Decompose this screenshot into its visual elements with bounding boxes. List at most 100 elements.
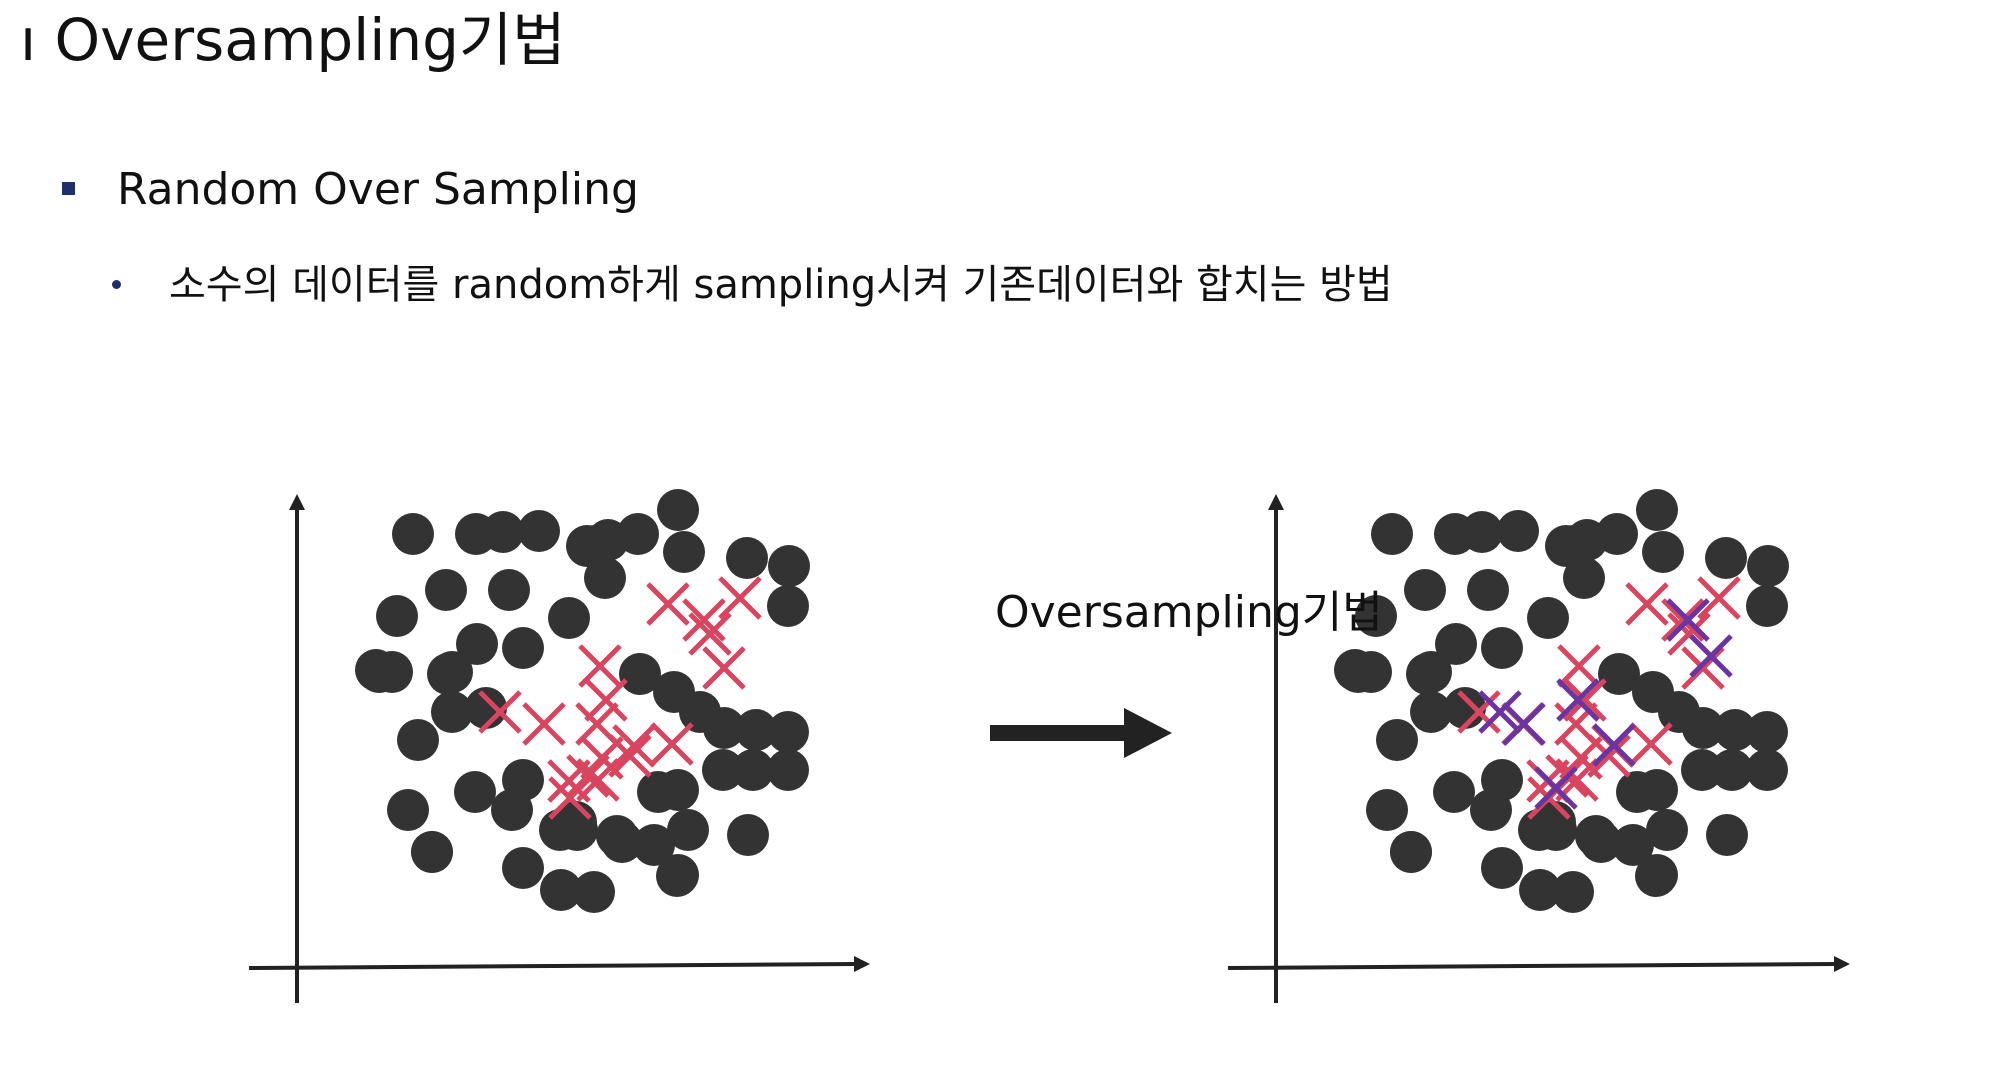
majority-point: [1433, 771, 1475, 813]
arrow-head: [1124, 708, 1172, 758]
majority-point: [540, 869, 582, 911]
majority-point: [1371, 513, 1413, 555]
x-marker: [1689, 634, 1733, 678]
majority-point: [1563, 557, 1605, 599]
majority-point: [1461, 511, 1503, 553]
majority-point: [1598, 653, 1640, 695]
x-marker: [522, 702, 566, 746]
majority-point: [767, 749, 809, 791]
x-marker: [702, 646, 746, 690]
x-marker: [1592, 723, 1636, 767]
x-marker: [1502, 702, 1546, 746]
x-marker: [584, 678, 628, 722]
bullet-level1-text: Random Over Sampling: [117, 164, 639, 215]
majority-point: [1746, 585, 1788, 627]
majority-point: [1646, 809, 1688, 851]
x-marker: [576, 758, 620, 802]
x-axis: [248, 962, 857, 970]
majority-point: [732, 749, 774, 791]
majority-point: [1355, 595, 1397, 637]
x-marker: [688, 612, 732, 656]
arrow-label: Oversampling기법: [995, 587, 1383, 638]
x-marker: [1534, 766, 1578, 810]
x-marker: [1661, 598, 1705, 642]
majority-point: [376, 595, 418, 637]
x-marker: [566, 754, 610, 798]
majority-point: [1481, 627, 1523, 669]
majority-point: [1334, 649, 1376, 691]
x-axis-arrowhead: [1834, 956, 1850, 972]
bullet-level2: 소수의 데이터를 random하게 sampling시켜 기존데이터와 합치는 …: [112, 257, 1393, 313]
bullet-level2-text: 소수의 데이터를 random하게 sampling시켜 기존데이터와 합치는 …: [169, 262, 1393, 308]
majority-point: [727, 814, 769, 856]
y-axis-arrowhead: [1268, 494, 1284, 510]
majority-point: [617, 513, 659, 555]
right-scatter: [1334, 489, 1789, 913]
majority-point: [1642, 531, 1684, 573]
majority-point: [518, 510, 560, 552]
majority-point: [548, 597, 590, 639]
majority-point: [502, 847, 544, 889]
majority-point: [1552, 871, 1594, 913]
majority-point: [1404, 569, 1446, 611]
arrow-shaft: [990, 725, 1130, 741]
x-marker: [548, 776, 592, 820]
x-marker: [1625, 582, 1669, 626]
x-marker: [1457, 690, 1501, 734]
majority-point: [1596, 513, 1638, 555]
x-marker: [1557, 644, 1601, 688]
dot-bullet-icon: [112, 279, 121, 289]
x-axis-arrowhead: [854, 956, 870, 972]
majority-point: [1711, 749, 1753, 791]
majority-point: [431, 691, 473, 733]
x-marker: [1629, 722, 1673, 766]
majority-point: [1714, 709, 1756, 751]
majority-point: [488, 569, 530, 611]
majority-point: [566, 525, 608, 567]
majority-point: [1575, 815, 1617, 857]
majority-point: [1706, 814, 1748, 856]
square-bullet-icon: [62, 181, 75, 195]
majority-point: [1497, 510, 1539, 552]
majority-point: [482, 511, 524, 553]
majority-point: [703, 707, 745, 749]
x-marker: [608, 734, 652, 778]
majority-point: [355, 649, 397, 691]
majority-point: [633, 824, 675, 866]
majority-point: [1747, 545, 1789, 587]
right-axes: [1227, 494, 1850, 1003]
majority-point: [425, 569, 467, 611]
slide-title: ı Oversampling기법: [20, 6, 566, 74]
x-marker: [718, 576, 762, 620]
majority-point: [1545, 525, 1587, 567]
bullet-level1: Random Over Sampling: [62, 160, 639, 220]
majority-point: [596, 815, 638, 857]
majority-point: [491, 789, 533, 831]
majority-point: [427, 653, 469, 695]
majority-point: [735, 709, 777, 751]
majority-point: [502, 627, 544, 669]
majority-point: [1705, 537, 1747, 579]
majority-point: [1435, 623, 1477, 665]
x-marker: [1587, 734, 1631, 778]
x-marker: [646, 582, 690, 626]
majority-point: [663, 531, 705, 573]
majority-point: [1682, 707, 1724, 749]
majority-point: [768, 545, 810, 587]
majority-point: [584, 557, 626, 599]
majority-point: [726, 537, 768, 579]
majority-point: [1527, 597, 1569, 639]
x-marker: [478, 690, 522, 734]
x-marker: [1556, 678, 1600, 722]
majority-point: [1390, 831, 1432, 873]
majority-point: [1406, 653, 1448, 695]
majority-point: [456, 623, 498, 665]
majority-point: [411, 831, 453, 873]
majority-point: [1519, 869, 1561, 911]
x-marker: [682, 598, 726, 642]
left-axes: [248, 494, 870, 1003]
majority-point: [702, 749, 744, 791]
left-scatter: [355, 489, 810, 913]
x-marker: [1478, 690, 1522, 734]
